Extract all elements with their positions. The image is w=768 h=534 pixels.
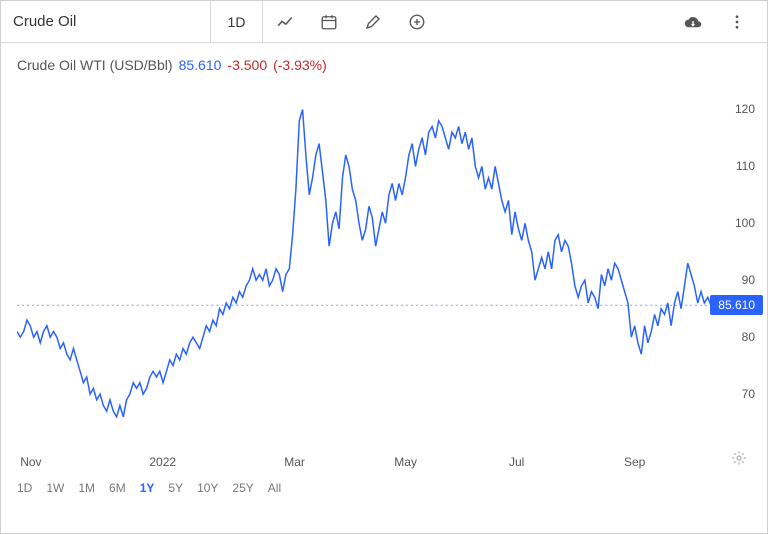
- x-tick: 2022: [149, 455, 176, 469]
- cloud-download-icon[interactable]: [671, 1, 715, 42]
- range-1w[interactable]: 1W: [46, 481, 64, 495]
- search-input[interactable]: [13, 13, 198, 30]
- plot-area[interactable]: [17, 81, 711, 451]
- toolbar: 1D: [1, 1, 767, 43]
- x-tick: Nov: [20, 455, 41, 469]
- interval-button[interactable]: 1D: [211, 1, 263, 42]
- y-tick: 120: [735, 102, 755, 116]
- chart-body: 70 80 90 100 110 120 85.610: [1, 81, 767, 451]
- price-change: -3.500: [227, 57, 267, 73]
- y-tick: 90: [742, 273, 755, 287]
- price-change-pct: (-3.93%): [273, 57, 327, 73]
- calendar-icon[interactable]: [307, 1, 351, 42]
- more-dots-icon[interactable]: [715, 1, 759, 42]
- range-1y[interactable]: 1Y: [140, 481, 155, 495]
- range-6m[interactable]: 6M: [109, 481, 126, 495]
- x-axis: Nov 2022 Mar May Jul Sep: [17, 451, 711, 477]
- chart-header: Crude Oil WTI (USD/Bbl) 85.610 -3.500 (-…: [1, 43, 767, 81]
- y-tick: 100: [735, 216, 755, 230]
- y-tick: 110: [736, 159, 755, 173]
- y-axis: 70 80 90 100 110 120 85.610: [711, 81, 767, 451]
- range-25y[interactable]: 25Y: [232, 481, 253, 495]
- symbol-title: Crude Oil WTI (USD/Bbl): [17, 57, 173, 73]
- chart-widget: 1D Crude Oil WTI (USD/Bb: [0, 0, 768, 534]
- range-all[interactable]: All: [268, 481, 281, 495]
- gear-icon[interactable]: [731, 450, 747, 469]
- x-tick: Mar: [284, 455, 305, 469]
- range-1d[interactable]: 1D: [17, 481, 32, 495]
- toolbar-right: [671, 1, 767, 42]
- symbol-search[interactable]: [1, 1, 211, 42]
- x-tick: Sep: [624, 455, 645, 469]
- range-10y[interactable]: 10Y: [197, 481, 218, 495]
- last-price: 85.610: [179, 57, 222, 73]
- range-selector: 1D 1W 1M 6M 1Y 5Y 10Y 25Y All: [1, 477, 767, 499]
- current-price-tag: 85.610: [710, 295, 763, 315]
- pencil-icon[interactable]: [351, 1, 395, 42]
- x-tick: May: [394, 455, 417, 469]
- y-tick: 80: [742, 330, 755, 344]
- range-5y[interactable]: 5Y: [168, 481, 183, 495]
- y-tick: 70: [742, 387, 755, 401]
- toolbar-icons: [263, 1, 439, 42]
- plus-circle-icon[interactable]: [395, 1, 439, 42]
- range-1m[interactable]: 1M: [78, 481, 95, 495]
- line-chart-icon[interactable]: [263, 1, 307, 42]
- x-tick: Jul: [509, 455, 524, 469]
